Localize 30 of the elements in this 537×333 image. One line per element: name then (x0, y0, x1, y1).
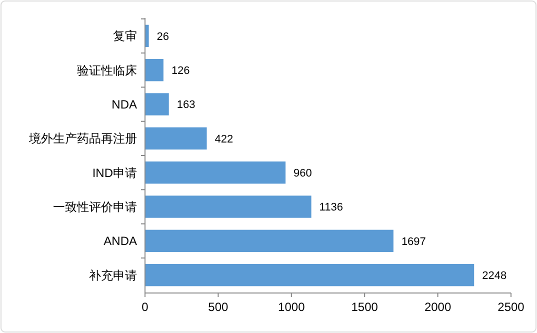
bar (145, 24, 149, 48)
x-tick-label: 2500 (498, 300, 525, 314)
data-label: 960 (294, 167, 312, 180)
x-tick-label: 1500 (351, 300, 378, 314)
y-tick-label: ANDA (104, 234, 137, 248)
x-tick-label: 2000 (424, 300, 452, 314)
data-label: 2248 (482, 270, 507, 282)
x-tick-label: 1000 (278, 300, 306, 314)
y-tick-label: IND申请 (92, 166, 137, 180)
x-tick-label: 500 (208, 300, 229, 314)
data-label: 1697 (401, 236, 426, 248)
y-tick-label: 补充申请 (89, 268, 137, 282)
data-label: 163 (176, 99, 196, 112)
bar (145, 264, 474, 286)
bar (145, 196, 312, 218)
bar (145, 93, 169, 116)
data-label: 422 (214, 133, 234, 146)
x-tick-label: 0 (142, 300, 149, 314)
y-tick-label: 境外生产药品再注册 (28, 132, 137, 146)
y-tick-label: 复审 (113, 29, 137, 44)
data-label: 1136 (319, 202, 343, 214)
y-tick-label: 一致性评价申请 (53, 200, 137, 214)
bar (145, 58, 164, 82)
y-tick-label: 验证性临床 (77, 63, 137, 78)
bar (145, 127, 207, 150)
bar (145, 161, 286, 184)
data-label: 26 (156, 30, 170, 43)
data-label: 126 (171, 64, 190, 77)
bar (145, 230, 394, 252)
y-tick-label: NDA (112, 97, 137, 112)
